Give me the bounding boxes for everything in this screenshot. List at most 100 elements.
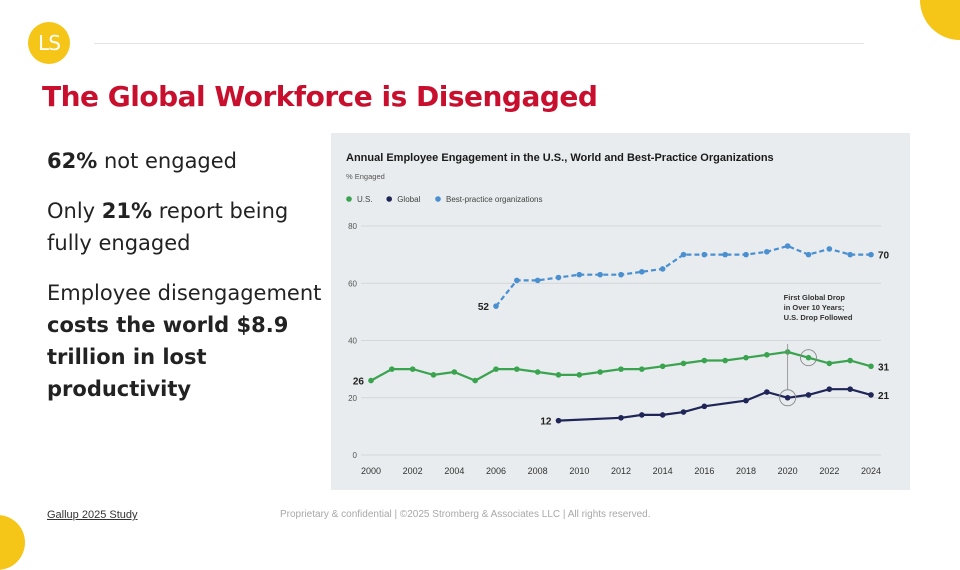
engagement-chart-panel: Annual Employee Engagement in the U.S., … bbox=[331, 133, 910, 490]
data-label: 26 bbox=[353, 377, 365, 388]
data-point bbox=[847, 357, 853, 364]
data-point bbox=[618, 414, 624, 421]
y-axis-label: % Engaged bbox=[346, 172, 385, 181]
legend-label: U.S. bbox=[357, 195, 373, 204]
data-point bbox=[555, 417, 562, 424]
y-tick-label: 80 bbox=[348, 222, 357, 231]
data-point bbox=[764, 248, 770, 255]
company-logo: LS bbox=[28, 22, 70, 64]
data-point bbox=[826, 360, 833, 367]
data-point bbox=[576, 372, 583, 378]
legend-label: Best-practice organizations bbox=[446, 195, 543, 204]
data-point bbox=[472, 377, 478, 384]
data-point bbox=[534, 369, 541, 375]
x-tick-label: 2006 bbox=[486, 466, 506, 476]
data-point bbox=[409, 366, 416, 372]
data-point bbox=[659, 363, 666, 370]
x-tick-label: 2002 bbox=[403, 466, 423, 476]
data-point bbox=[826, 246, 833, 252]
data-point bbox=[764, 389, 770, 395]
annotation-text: U.S. Drop Followed bbox=[784, 313, 853, 322]
data-point bbox=[868, 363, 874, 370]
x-tick-label: 2000 bbox=[361, 466, 381, 476]
x-tick-label: 2018 bbox=[736, 466, 756, 476]
corner-accent-bottom-left bbox=[0, 515, 25, 570]
data-point bbox=[368, 377, 374, 384]
annotation-circle bbox=[800, 349, 817, 367]
data-label: 70 bbox=[878, 251, 890, 262]
data-point bbox=[847, 386, 853, 392]
engagement-chart: Annual Employee Engagement in the U.S., … bbox=[346, 152, 890, 476]
point-1-bold: 62% bbox=[47, 149, 98, 173]
slide-title: The Global Workforce is Disengaged bbox=[42, 80, 598, 113]
header-divider bbox=[94, 43, 864, 44]
data-point bbox=[493, 366, 499, 372]
x-tick-label: 2024 bbox=[861, 466, 881, 476]
series-line bbox=[370, 350, 872, 382]
footer-text: Proprietary & confidential | ©2025 Strom… bbox=[280, 509, 651, 520]
logo-initials: LS bbox=[38, 31, 61, 55]
point-1-text: not engaged bbox=[97, 149, 238, 173]
data-point bbox=[493, 303, 499, 309]
data-point bbox=[639, 366, 645, 372]
data-point bbox=[722, 251, 728, 258]
data-point bbox=[701, 357, 708, 364]
data-point bbox=[805, 251, 812, 258]
y-tick-label: 20 bbox=[348, 394, 357, 403]
y-tick-label: 0 bbox=[353, 451, 358, 460]
data-point bbox=[805, 354, 812, 361]
point-2-bold: 21% bbox=[101, 199, 153, 223]
source-link[interactable]: Gallup 2025 Study bbox=[47, 509, 138, 521]
x-tick-label: 2022 bbox=[819, 466, 839, 476]
key-points: 62% not engaged Only 21% report being fu… bbox=[47, 145, 322, 423]
data-point bbox=[659, 412, 666, 418]
legend-marker bbox=[386, 196, 392, 202]
point-3-pre: Employee disengagement bbox=[47, 281, 322, 305]
data-point bbox=[680, 360, 687, 367]
point-2-pre: Only bbox=[47, 199, 102, 223]
point-3-bold: costs the world $8.9 trillion in lost pr… bbox=[47, 313, 289, 401]
data-point bbox=[430, 372, 437, 378]
data-point bbox=[826, 386, 833, 392]
data-point bbox=[680, 251, 687, 258]
series-line bbox=[558, 388, 872, 422]
data-point bbox=[618, 366, 624, 372]
data-point bbox=[868, 392, 874, 398]
legend-marker bbox=[346, 196, 352, 202]
legend-label: Global bbox=[397, 195, 420, 204]
x-tick-label: 2012 bbox=[611, 466, 631, 476]
data-point bbox=[639, 269, 645, 275]
data-point bbox=[618, 271, 624, 278]
legend-marker bbox=[435, 196, 441, 202]
data-point bbox=[847, 251, 853, 258]
data-point bbox=[784, 394, 791, 401]
data-point bbox=[555, 274, 562, 281]
data-point bbox=[639, 412, 645, 418]
data-point bbox=[597, 369, 603, 375]
data-point bbox=[743, 397, 749, 404]
corner-accent-top-right bbox=[920, 0, 960, 40]
data-point bbox=[701, 403, 708, 410]
data-point bbox=[743, 251, 749, 258]
data-point bbox=[514, 366, 520, 372]
data-point bbox=[764, 352, 770, 358]
data-point bbox=[805, 392, 812, 398]
data-point bbox=[451, 369, 458, 375]
x-tick-label: 2004 bbox=[444, 466, 464, 476]
data-point bbox=[555, 372, 562, 378]
x-tick-label: 2008 bbox=[528, 466, 548, 476]
x-tick-label: 2014 bbox=[653, 466, 673, 476]
data-point bbox=[576, 271, 583, 278]
x-tick-label: 2010 bbox=[569, 466, 589, 476]
point-2-text: report being fully engaged bbox=[47, 199, 289, 255]
data-point bbox=[389, 366, 395, 372]
point-cost: Employee disengagement costs the world $… bbox=[47, 277, 322, 405]
y-tick-label: 60 bbox=[348, 279, 357, 288]
chart-title: Annual Employee Engagement in the U.S., … bbox=[346, 152, 774, 164]
data-point bbox=[597, 271, 603, 278]
annotation-text: in Over 10 Years; bbox=[784, 303, 845, 312]
data-point bbox=[743, 354, 749, 361]
x-tick-label: 2016 bbox=[694, 466, 714, 476]
data-label: 52 bbox=[478, 302, 490, 313]
data-point bbox=[868, 251, 874, 258]
